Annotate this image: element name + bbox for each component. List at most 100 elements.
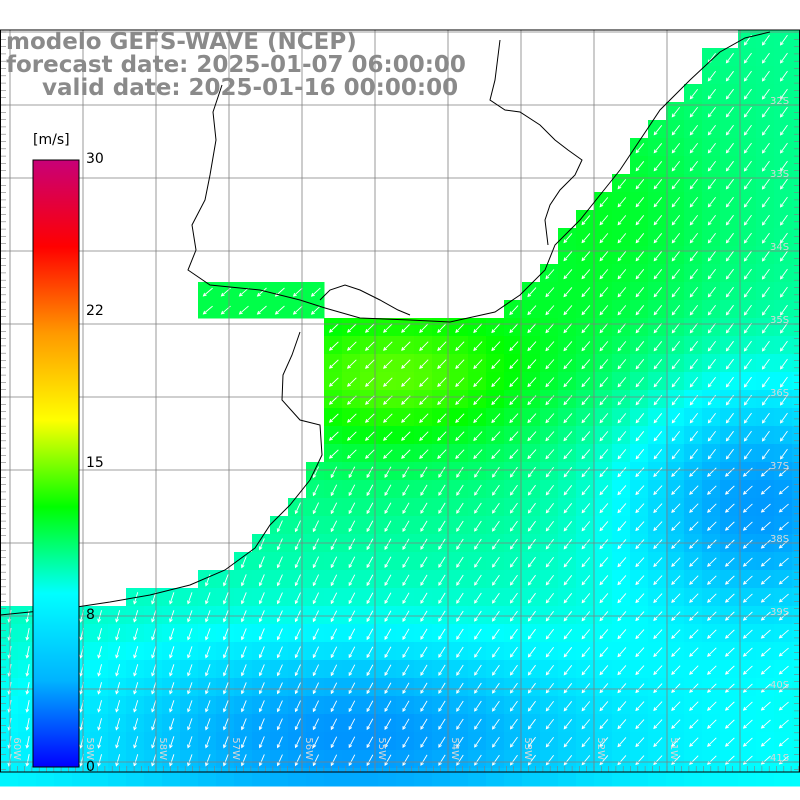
wind-arrow	[205, 700, 211, 713]
field-cell	[360, 426, 379, 445]
wind-arrow	[653, 233, 663, 244]
wind-arrow	[779, 70, 788, 82]
field-cell	[774, 426, 793, 445]
wind-arrow	[133, 664, 139, 677]
field-cell	[630, 606, 649, 625]
field-cell	[432, 570, 451, 589]
wind-arrow	[169, 754, 175, 767]
field-cell	[738, 768, 757, 787]
field-cell	[702, 462, 721, 481]
field-cell	[648, 354, 667, 373]
field-cell	[684, 120, 703, 139]
field-cell	[720, 210, 739, 229]
field-cell	[720, 768, 739, 787]
field-cell	[450, 606, 469, 625]
wind-arrow	[689, 503, 699, 513]
field-cell	[648, 570, 667, 589]
field-cell	[648, 300, 667, 319]
field-cell	[360, 444, 379, 463]
wind-arrow	[653, 125, 663, 136]
field-cell	[738, 714, 757, 733]
field-cell	[684, 390, 703, 409]
wind-arrow	[346, 341, 357, 351]
wind-arrow	[778, 557, 789, 567]
field-cell	[180, 642, 199, 661]
field-cell	[198, 642, 217, 661]
field-cell	[360, 552, 379, 571]
wind-arrow	[779, 232, 788, 244]
field-cell	[594, 552, 613, 571]
field-cell	[612, 246, 631, 265]
wind-arrow	[187, 682, 193, 695]
field-cell	[684, 660, 703, 679]
field-cell	[702, 480, 721, 499]
field-cell	[522, 516, 541, 535]
wind-arrow	[617, 755, 627, 766]
field-cell	[684, 84, 703, 103]
wind-arrow	[456, 628, 464, 640]
wind-arrow	[671, 143, 681, 154]
field-cell	[630, 678, 649, 697]
wind-arrow	[581, 575, 591, 586]
wind-arrow	[491, 323, 501, 334]
wind-arrow	[509, 628, 518, 640]
field-cell	[0, 642, 19, 661]
wind-arrow	[491, 449, 501, 460]
field-cell	[432, 354, 451, 373]
latitude-label: 38S	[770, 534, 789, 545]
field-cell	[198, 282, 217, 301]
wind-arrow	[509, 754, 518, 766]
field-cell	[270, 300, 289, 319]
field-cell	[468, 768, 487, 787]
field-cell	[360, 588, 379, 607]
field-cell	[558, 408, 577, 427]
wind-arrow	[151, 700, 157, 713]
field-cell	[594, 264, 613, 283]
field-cell	[468, 714, 487, 733]
wind-arrow	[599, 737, 609, 748]
field-cell	[756, 408, 775, 427]
wind-arrow	[384, 664, 392, 677]
field-cell	[450, 642, 469, 661]
wind-arrow	[724, 521, 735, 531]
field-cell	[738, 300, 757, 319]
field-cell	[792, 228, 800, 247]
wind-arrow	[725, 286, 734, 298]
wind-arrow	[581, 449, 591, 460]
wind-arrow	[456, 574, 464, 586]
field-cell	[684, 714, 703, 733]
field-cell	[630, 462, 649, 481]
field-cell	[522, 300, 541, 319]
field-cell	[702, 570, 721, 589]
field-cell	[18, 714, 37, 733]
field-cell	[576, 714, 595, 733]
wind-arrow	[240, 628, 247, 641]
field-cell	[684, 732, 703, 751]
field-cell	[486, 678, 505, 697]
wind-arrow	[635, 377, 645, 388]
wind-arrow	[509, 556, 518, 568]
wind-arrow	[492, 736, 500, 748]
wind-arrow	[384, 592, 392, 605]
field-cell	[774, 300, 793, 319]
field-cell	[360, 318, 379, 337]
field-cell	[396, 444, 415, 463]
field-cell	[720, 714, 739, 733]
field-cell	[270, 282, 289, 301]
field-cell	[792, 660, 800, 679]
field-cell	[90, 768, 109, 787]
field-cell	[594, 660, 613, 679]
field-cell	[450, 480, 469, 499]
wind-arrow	[689, 232, 699, 244]
field-cell	[234, 588, 253, 607]
field-cell	[306, 660, 325, 679]
wind-arrow	[689, 412, 699, 424]
field-cell	[594, 642, 613, 661]
field-cell	[342, 552, 361, 571]
wind-arrow	[617, 485, 627, 496]
field-cell	[630, 552, 649, 571]
field-cell	[648, 120, 667, 139]
wind-arrow	[222, 754, 229, 767]
field-cell	[558, 318, 577, 337]
field-cell	[720, 66, 739, 85]
